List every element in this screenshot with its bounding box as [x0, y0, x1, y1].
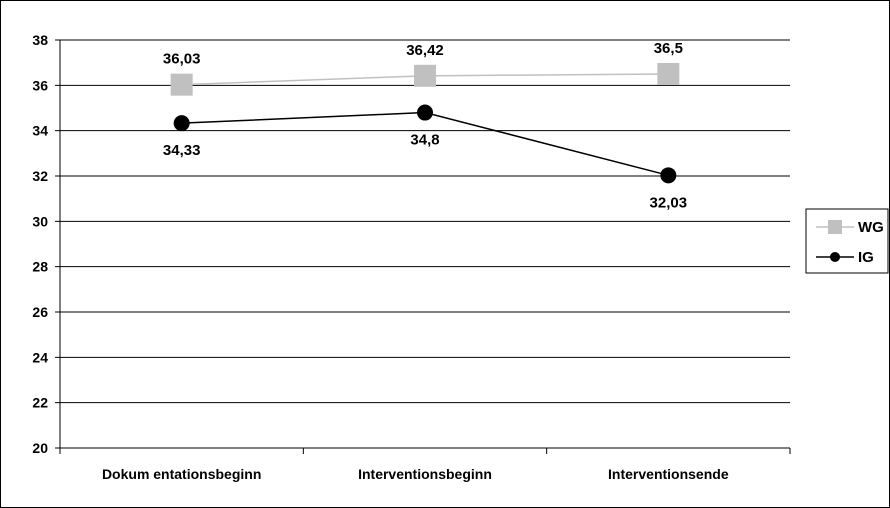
y-tick-label: 26 — [32, 304, 48, 320]
y-tick-label: 28 — [32, 259, 48, 275]
y-tick-label: 22 — [32, 395, 48, 411]
data-label: 34,8 — [410, 132, 439, 149]
data-point-wg — [657, 63, 680, 85]
data-point-ig — [660, 167, 677, 184]
x-tick-label: Interventionsende — [608, 466, 729, 482]
y-tick-label: 24 — [32, 349, 48, 365]
y-tick-label: 20 — [32, 440, 48, 456]
y-tick-label: 36 — [32, 77, 48, 93]
legend-label-ig: IG — [858, 249, 874, 266]
legend-marker-wg — [828, 220, 842, 234]
data-point-wg — [170, 73, 193, 96]
data-label: 34,33 — [163, 142, 201, 159]
legend-marker-ig — [830, 252, 840, 262]
y-tick-label: 32 — [32, 168, 48, 184]
data-label: 36,5 — [654, 40, 683, 57]
y-tick-label: 34 — [32, 123, 48, 139]
x-tick-label: Interventionsbeginn — [358, 466, 492, 482]
y-tick-label: 30 — [32, 213, 48, 229]
legend-label-wg: WG — [858, 219, 884, 236]
data-point-ig — [173, 115, 190, 132]
data-label: 36,03 — [163, 51, 201, 68]
data-label: 32,03 — [650, 194, 688, 211]
legend-box — [805, 208, 889, 274]
y-tick-label: 38 — [32, 32, 48, 48]
data-point-wg — [414, 64, 436, 87]
x-tick-label: Dokum entationsbeginn — [102, 466, 261, 482]
data-label: 36,42 — [406, 42, 444, 59]
data-point-ig — [417, 104, 433, 121]
